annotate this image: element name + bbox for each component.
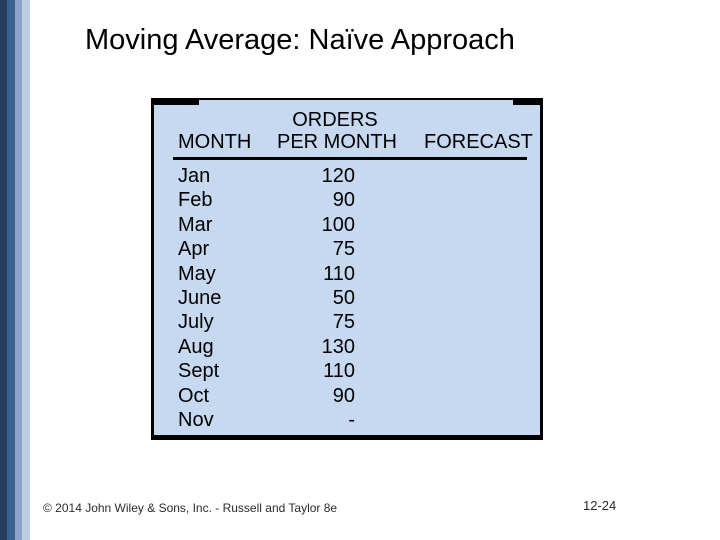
column-header-orders-line2: PER MONTH — [277, 131, 397, 153]
left-border-stripe-light — [15, 0, 22, 540]
column-header-month: MONTH — [178, 131, 252, 153]
month-cell: July — [178, 311, 214, 334]
table-row: July 75 — [154, 310, 540, 334]
table-row: Apr 75 — [154, 237, 540, 261]
orders-cell: 90 — [332, 384, 355, 407]
table-corner-accent-top-left — [151, 98, 199, 105]
slide-title: Moving Average: Naïve Approach — [85, 24, 515, 56]
left-border-stripe-pale — [22, 0, 30, 540]
orders-forecast-table: ORDERS MONTH PER MONTH FORECAST Jan 120 Fe… — [151, 98, 543, 440]
table-row: June 50 — [154, 286, 540, 310]
column-header-forecast: FORECAST — [424, 131, 533, 153]
table-row: Sept 110 — [154, 359, 540, 383]
orders-cell: 75 — [332, 238, 355, 261]
orders-cell: 110 — [323, 262, 355, 285]
orders-cell: 100 — [321, 213, 355, 236]
column-header-orders-line1: ORDERS — [292, 109, 378, 131]
month-cell: June — [178, 286, 222, 309]
month-cell: Aug — [178, 335, 214, 358]
month-cell: Feb — [178, 189, 213, 212]
orders-cell: 130 — [321, 335, 355, 358]
table-corner-accent-top-right — [513, 98, 543, 105]
table-row: Nov - — [154, 408, 540, 432]
month-cell: Oct — [178, 384, 210, 407]
table-rows: Jan 120 Feb 90 Mar 100 Apr 75 May 110 June 50 July 75… — [154, 164, 540, 432]
orders-cell: 120 — [321, 165, 355, 187]
month-cell: May — [178, 262, 216, 285]
month-cell: Mar — [178, 213, 213, 236]
left-border-stripe-medium — [7, 0, 15, 540]
month-cell: Jan — [178, 165, 211, 187]
table-row: Jan 120 — [154, 164, 540, 188]
table-row: May 110 — [154, 262, 540, 286]
copyright-footer: © 2014 John Wiley & Sons, Inc. - Russell… — [43, 501, 338, 515]
orders-cell: 50 — [332, 286, 355, 309]
header-underline — [173, 157, 527, 160]
table-row: Oct 90 — [154, 384, 540, 408]
orders-cell: 110 — [323, 360, 355, 383]
month-cell: Apr — [178, 238, 210, 261]
orders-cell: 75 — [332, 311, 355, 334]
month-cell: Nov — [178, 408, 214, 431]
slide-page-number: 12-24 — [583, 498, 617, 513]
left-border-stripe-dark — [0, 0, 7, 540]
table-row: Aug 130 — [154, 335, 540, 359]
table-row: Mar 100 — [154, 213, 540, 237]
orders-cell: - — [348, 408, 355, 431]
month-cell: Sept — [178, 360, 220, 383]
table-row: Feb 90 — [154, 188, 540, 212]
orders-cell: 90 — [332, 189, 355, 212]
